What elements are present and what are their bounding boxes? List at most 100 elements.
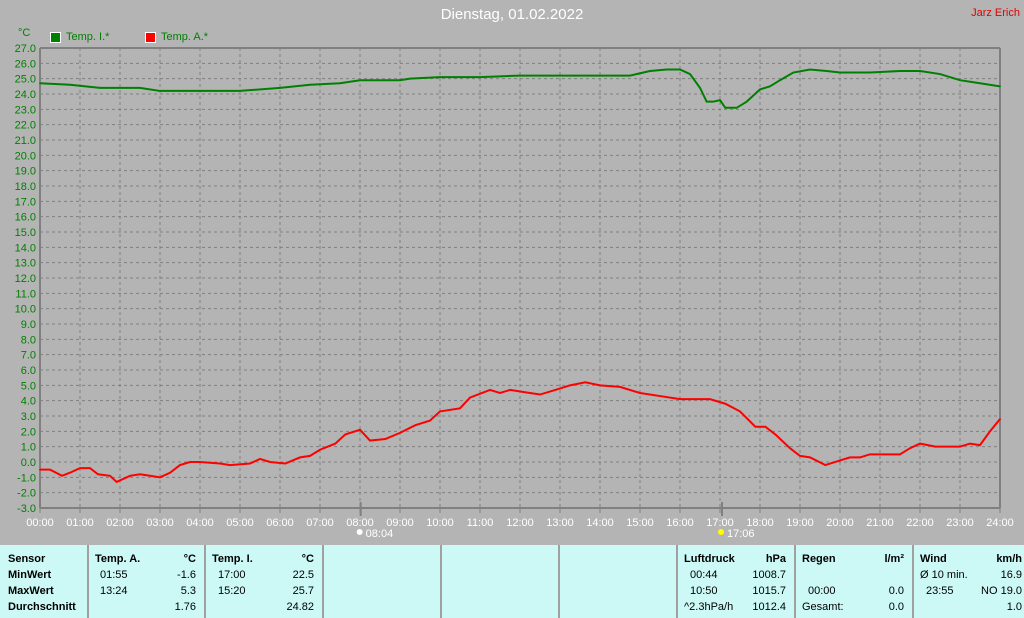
data-point [839,459,841,462]
x-tick-label: 18:00 [746,517,774,529]
gust-time: 23:55 [926,585,954,597]
data-point [754,425,757,428]
data-point [554,389,557,391]
legend-swatch-red [145,31,156,43]
sunrise-icon [356,529,363,535]
data-point [679,68,681,71]
data-point [279,87,281,89]
data-point [825,70,828,72]
y-tick-label: 14.0 [15,242,36,254]
data-point [69,471,71,474]
data-point [334,442,337,445]
y-tick-label: 13.0 [15,258,36,270]
unit: hPa [765,553,786,565]
sun-time-label: 17:06 [727,528,755,540]
x-tick-label: 10:00 [426,517,454,529]
data-point [409,77,411,80]
data-point [599,384,601,387]
label-sensor: Sensor [8,553,46,565]
data-point [399,432,401,434]
data-point [884,453,887,456]
data-point [799,455,801,457]
stats-table: Sensor MinWert MaxWert Durchschnitt Temp… [0,545,1024,618]
col-rain: Regen l/m² 00:00 0.0 Gesamt: 0.0 [796,545,914,618]
y-tick-label: 0.0 [21,457,36,469]
legend-label: Temp. I.* [66,31,110,43]
y-tick-label: 20.0 [15,150,36,162]
label-avg: Durchschnitt [8,601,76,613]
x-tick-label: 09:00 [386,517,414,529]
total-label: Gesamt: [802,601,844,613]
data-point [959,445,961,448]
data-point [899,453,901,456]
data-point [792,71,795,74]
data-point [344,433,347,436]
data-point [169,471,171,474]
col-empty-2 [442,545,560,618]
data-point [599,74,601,77]
data-point [919,70,921,72]
y-tick-label: 2.0 [21,426,36,438]
data-point [97,473,99,476]
max-time: 15:20 [218,585,246,597]
data-point [384,438,387,440]
data-point [659,395,661,397]
chart-title: Dienstag, 01.02.2022 [440,6,584,23]
data-point [764,425,767,428]
data-point [459,407,461,410]
data-point [69,84,71,86]
y-tick-label: -1.0 [17,472,36,484]
col-pressure: Luftdruck hPa 00:44 1008.7 10:50 1015.7 … [678,545,796,618]
data-point [539,393,541,396]
data-point [759,88,761,91]
data-point [339,82,341,85]
col-temp-a: Temp. A. °C 01:55 -1.6 13:24 5.3 1.76 [89,545,206,618]
data-point [724,107,727,109]
x-tick-label: 03:00 [146,517,174,529]
col-labels: Sensor MinWert MaxWert Durchschnitt [0,545,89,618]
y-tick-label: 4.0 [21,396,36,408]
data-point [319,448,321,451]
y-tick-label: 23.0 [15,104,36,116]
data-point [519,74,521,77]
min-value: -1.6 [177,569,196,581]
y-tick-label: 21.0 [15,135,36,147]
header: Luftdruck [684,553,735,565]
data-point [139,87,141,89]
data-point [745,100,748,103]
x-tick-label: 04:00 [186,517,214,529]
data-point [979,444,981,446]
data-point [159,476,161,479]
y-tick-label: 6.0 [21,365,36,377]
data-point [159,90,161,92]
x-tick-label: 01:00 [66,517,94,529]
y-tick-label: 17.0 [15,196,36,208]
y-tick-label: 5.0 [21,380,36,392]
data-point [919,442,921,445]
header: Regen [802,553,836,565]
header: Temp. I. [212,553,253,565]
data-point [89,467,91,469]
data-point [719,99,721,101]
data-point [359,429,361,431]
rain-time: 00:00 [808,585,836,597]
y-tick-label: 3.0 [21,411,36,423]
x-tick-label: 14:00 [586,517,614,529]
y-tick-label: 7.0 [21,350,36,362]
label-max: MaxWert [8,585,54,597]
data-point [489,389,491,391]
data-point [61,475,63,477]
data-point [679,398,681,400]
gust-value: NO 19.0 [981,585,1022,597]
data-point [779,79,781,81]
x-tick-label: 11:00 [467,517,494,529]
y-tick-label: 24.0 [15,89,36,101]
data-point [735,107,738,109]
avg-label: Ø 10 min. [920,569,968,581]
data-point [709,398,711,400]
data-point [849,456,851,459]
min-time: 01:55 [100,569,128,581]
unit: l/m² [884,553,904,565]
data-point [269,461,271,463]
data-point [259,458,261,460]
